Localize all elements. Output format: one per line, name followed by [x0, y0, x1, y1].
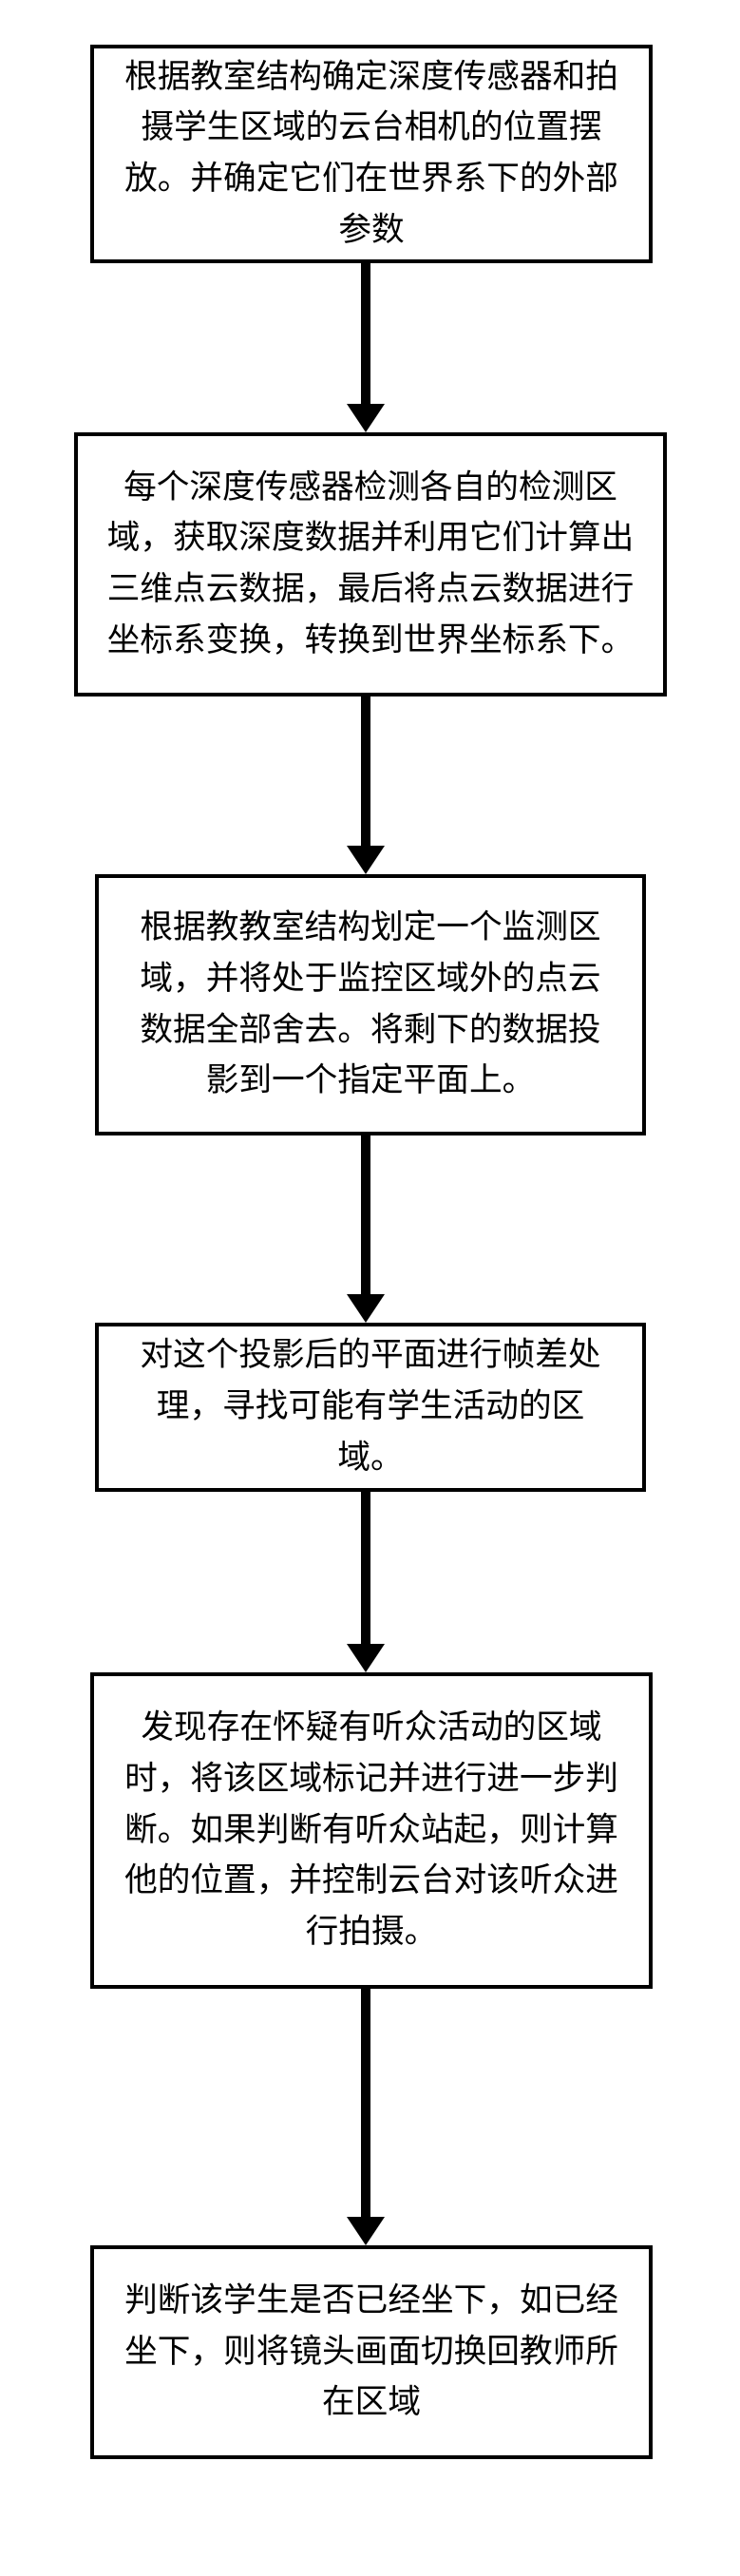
- flow-node-n6: 判断该学生是否已经坐下，如已经坐下，则将镜头画面切换回教师所在区域: [90, 2245, 653, 2459]
- flow-node-n5: 发现存在怀疑有听众活动的区域时，将该区域标记并进行进一步判断。如果判断有听众站起…: [90, 1672, 653, 1989]
- flow-edge-line-4: [361, 1989, 370, 2217]
- flow-edge-head-4: [347, 2217, 385, 2245]
- flow-edge-head-0: [347, 404, 385, 432]
- flow-node-n4: 对这个投影后的平面进行帧差处理，寻找可能有学生活动的区域。: [95, 1323, 646, 1492]
- flow-edge-line-0: [361, 263, 370, 404]
- flow-edge-head-1: [347, 846, 385, 874]
- flow-node-n3: 根据教教室结构划定一个监测区域，并将处于监控区域外的点云数据全部舍去。将剩下的数…: [95, 874, 646, 1135]
- flow-edge-line-2: [361, 1135, 370, 1294]
- flow-edge-line-1: [361, 696, 370, 846]
- flow-node-n1: 根据教室结构确定深度传感器和拍摄学生区域的云台相机的位置摆放。并确定它们在世界系…: [90, 45, 653, 263]
- flow-edge-head-2: [347, 1294, 385, 1323]
- flow-node-n2: 每个深度传感器检测各自的检测区域，获取深度数据并利用它们计算出三维点云数据，最后…: [74, 432, 667, 696]
- flow-edge-line-3: [361, 1492, 370, 1644]
- flow-edge-head-3: [347, 1644, 385, 1672]
- flowchart-canvas: 根据教室结构确定深度传感器和拍摄学生区域的云台相机的位置摆放。并确定它们在世界系…: [0, 0, 740, 2576]
